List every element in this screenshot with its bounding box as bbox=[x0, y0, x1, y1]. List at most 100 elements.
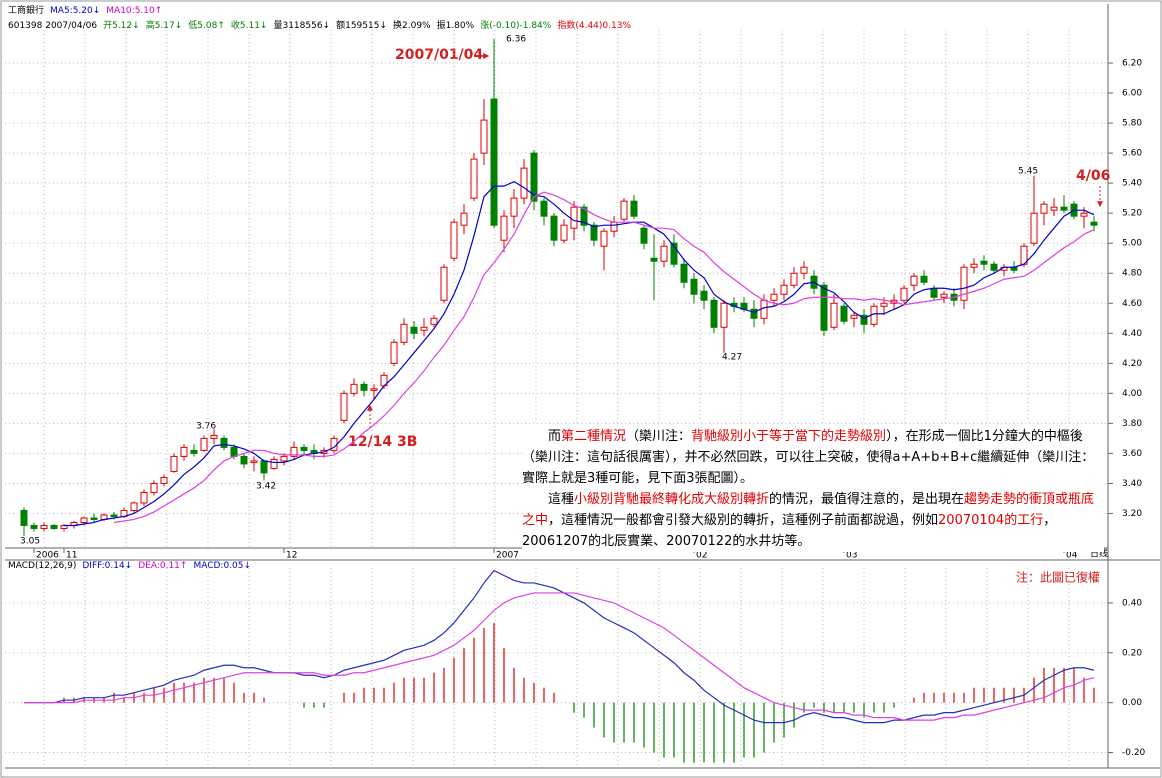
candle-body bbox=[510, 197, 518, 217]
candle-body bbox=[660, 245, 668, 262]
y-tick-label: 4.60 bbox=[1122, 299, 1142, 309]
candle-body bbox=[230, 446, 238, 457]
x-tick-label: 2006 bbox=[36, 551, 59, 561]
header-item: 开5.12↓ bbox=[103, 20, 140, 31]
candle-body bbox=[290, 446, 298, 457]
candle-body bbox=[850, 314, 858, 319]
header-item: 收5.11↓ bbox=[231, 19, 268, 31]
candle-body bbox=[670, 242, 678, 265]
paragraph: 而第二種情況（欒川注：背馳級別小于等于當下的走勢級別），在形成一個比1分鐘大的中… bbox=[522, 426, 1104, 489]
header-item: 额159515↓ bbox=[336, 19, 387, 31]
ma-line bbox=[64, 180, 1095, 527]
candle-body bbox=[200, 437, 208, 451]
candle-body bbox=[1040, 203, 1048, 214]
diff-line bbox=[24, 569, 1095, 724]
text-segment: 小級別背馳最終轉化成大級別轉折 bbox=[574, 492, 770, 507]
dea-line bbox=[24, 592, 1095, 721]
candle-body bbox=[820, 284, 828, 331]
candle-body bbox=[560, 224, 568, 241]
candle-body bbox=[520, 167, 528, 199]
text-segment: ），在形成一個比1分鐘大的中樞後（欒川注：這句話很厲害），并不必然回跌，可以往上… bbox=[522, 429, 1095, 486]
y-tick-label: 5.40 bbox=[1122, 179, 1142, 189]
candle-body bbox=[550, 215, 558, 241]
y-tick-label: 4.80 bbox=[1122, 269, 1142, 279]
candle-body bbox=[180, 446, 188, 457]
header-item: DIFF:0.14↓ bbox=[82, 561, 132, 571]
price-label: 3.76 bbox=[196, 422, 216, 432]
candle-body bbox=[1030, 212, 1038, 244]
candle-body bbox=[150, 482, 158, 493]
x-tick-label: 04 bbox=[1066, 551, 1078, 561]
candle-body bbox=[920, 275, 928, 283]
header-item: DEA:0.11↑ bbox=[138, 561, 187, 571]
candle-body bbox=[600, 230, 608, 247]
y-tick-label: -0.20 bbox=[1122, 748, 1146, 758]
header-item: 量3118556↓ bbox=[273, 20, 330, 31]
y-tick-label: 6.20 bbox=[1122, 59, 1142, 69]
candle-body bbox=[130, 502, 138, 511]
candle-body bbox=[580, 206, 588, 226]
candle-body bbox=[880, 302, 888, 307]
candle-body bbox=[20, 509, 28, 526]
candle-body bbox=[780, 284, 788, 295]
candle-body bbox=[370, 388, 378, 391]
header-item: 涨(-0.10)-1.84% bbox=[480, 20, 552, 31]
price-label: 6.36 bbox=[506, 35, 526, 45]
candle-body bbox=[440, 266, 448, 301]
annotation: 4/06 bbox=[1076, 168, 1110, 184]
candle-body bbox=[210, 434, 218, 439]
price-label: 5.45 bbox=[1018, 167, 1038, 177]
header-item: 高5.17↓ bbox=[146, 19, 183, 31]
candle-body bbox=[940, 293, 948, 298]
candle-body bbox=[750, 308, 758, 319]
candle-body bbox=[280, 455, 288, 462]
candle-body bbox=[360, 383, 368, 391]
y-tick-label: 0.00 bbox=[1122, 698, 1142, 708]
header-item: 指数(4.44)0.13% bbox=[557, 19, 631, 31]
candle-body bbox=[960, 266, 968, 301]
candle-body bbox=[970, 263, 978, 268]
y-tick-label: 3.20 bbox=[1122, 509, 1142, 519]
x-tick-label: 11 bbox=[66, 551, 77, 561]
y-tick-label: 4.00 bbox=[1122, 389, 1142, 399]
candle-body bbox=[160, 476, 168, 484]
x-tick-label: 2007 bbox=[496, 551, 519, 561]
y-tick-label: 0.40 bbox=[1122, 598, 1142, 608]
candle-body bbox=[170, 455, 178, 472]
candle-body bbox=[980, 260, 988, 265]
text-segment: 的情況，最值得注意的，是出現在 bbox=[769, 492, 965, 507]
candle-body bbox=[860, 314, 868, 325]
candle-body bbox=[420, 326, 428, 331]
text-segment: 趨勢走勢的衝頂或瓶底之中 bbox=[522, 492, 1095, 528]
y-tick-label: 5.80 bbox=[1122, 119, 1142, 129]
candle-body bbox=[460, 212, 468, 226]
candle-body bbox=[250, 460, 258, 463]
candle-body bbox=[430, 317, 438, 325]
candle-body bbox=[650, 257, 658, 262]
candle-body bbox=[1080, 212, 1088, 217]
candle-body bbox=[340, 392, 348, 421]
header-item: MACD:0.05↓ bbox=[193, 561, 251, 571]
header-row: 601398 2007/04/06 开5.12↓ 高5.17↓ 低5.08↑ 收5.11… bbox=[8, 19, 631, 31]
article: 而第二種情況（欒川注：背馳級別小于等于當下的走勢級別），在形成一個比1分鐘大的中… bbox=[522, 426, 1104, 552]
y-tick-label: 3.60 bbox=[1122, 449, 1142, 459]
candle-body bbox=[500, 215, 508, 241]
y-tick-label: 4.40 bbox=[1122, 329, 1142, 339]
header-item: 换2.09% bbox=[393, 19, 431, 31]
candle-body bbox=[910, 275, 918, 286]
candle-body bbox=[930, 287, 938, 298]
text-segment: 這種 bbox=[548, 492, 575, 507]
candle-body bbox=[390, 341, 398, 364]
text-segment: ，20061207的北辰實業、20070122的水井坊等。 bbox=[522, 513, 1057, 549]
candle-body bbox=[490, 98, 498, 226]
x-tick-label: 12 bbox=[286, 551, 297, 561]
y-tick-label: 5.20 bbox=[1122, 209, 1142, 219]
header-row: MACD(12,26,9) DIFF:0.14↓ DEA:0.11↑ MACD:0.0… bbox=[8, 561, 251, 571]
candle-body bbox=[690, 278, 698, 295]
candle-body bbox=[240, 455, 248, 465]
candle-body bbox=[540, 200, 548, 217]
candle-body bbox=[220, 437, 228, 448]
y-tick-label: 6.00 bbox=[1122, 89, 1142, 99]
candle-body bbox=[30, 524, 38, 529]
